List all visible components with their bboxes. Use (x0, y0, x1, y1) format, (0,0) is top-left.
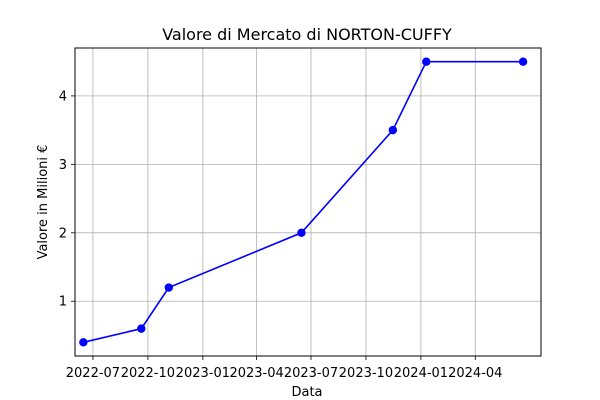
data-point (164, 283, 173, 292)
x-tick-label: 2023-07 (284, 366, 338, 381)
x-tick-label: 2023-04 (229, 366, 283, 381)
data-point (297, 228, 306, 237)
ticks: 2022-07 2022-10 2023-01 2023-04 2023-07 2023-… (59, 89, 503, 381)
y-tick-label: 2 (59, 226, 67, 241)
data-point (518, 57, 528, 66)
y-tick-label: 4 (59, 89, 67, 104)
plot-frame (74, 47, 542, 357)
series-layer (79, 57, 528, 347)
x-tick-label: 2022-07 (66, 366, 120, 381)
x-tick-label: 2023-01 (176, 366, 230, 381)
x-tick-label: 2022-10 (121, 366, 175, 381)
y-axis-label: Valore in Milioni € (36, 145, 51, 260)
y-tick-label: 3 (59, 158, 67, 173)
x-axis-label: Data (291, 385, 322, 400)
x-tick-label: 2024-04 (448, 366, 502, 381)
chart-title: Valore di Mercato di NORTON-CUFFY (162, 25, 452, 44)
data-point (422, 57, 431, 66)
y-tick-label: 1 (59, 295, 67, 310)
data-point (79, 338, 88, 347)
x-tick-label: 2023-10 (339, 366, 393, 381)
grid (75, 48, 541, 356)
x-tick-label: 2024-01 (394, 366, 448, 381)
data-point (388, 125, 398, 135)
data-point (137, 324, 146, 333)
